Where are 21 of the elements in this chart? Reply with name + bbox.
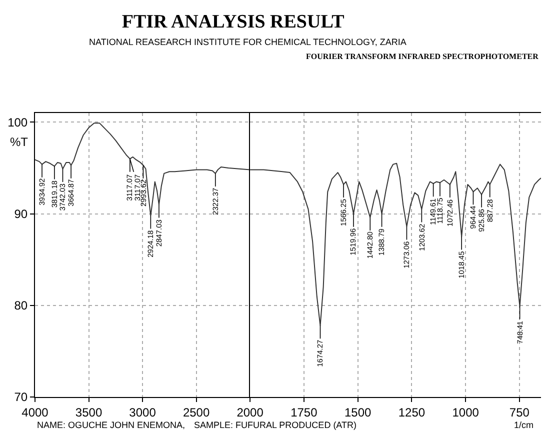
y-tick-label: 70 xyxy=(14,390,28,404)
x-tick-label: 2500 xyxy=(182,405,210,420)
text: FOURIER TRANSFORM INFRARED SPECTROPHOTOMETER xyxy=(306,52,539,61)
x-tick-label: 3500 xyxy=(75,405,102,420)
x-tick-label: 2000 xyxy=(236,405,264,420)
text: SAMPLE: FUFURAL PRODUCED (ATR) xyxy=(194,420,357,430)
chart-title: FTIR ANALYSIS RESULT xyxy=(122,11,345,32)
text: NAME: OGUCHE JOHN ENEMONA, xyxy=(37,420,186,430)
x-tick-label: 3000 xyxy=(129,405,156,420)
x-axis-title: 1/cm xyxy=(514,420,534,430)
x-tick-label: 1500 xyxy=(344,405,372,420)
x-tick-label: 1250 xyxy=(398,405,426,420)
y-tick-label: 90 xyxy=(14,206,28,221)
y-tick-label: 80 xyxy=(14,298,28,313)
y-axis-title: %T xyxy=(10,135,29,149)
x-tick-label: 4000 xyxy=(22,405,49,420)
y-tick-label: 100 xyxy=(8,115,28,130)
chart-subtitle: NATIONAL REASEARCH INSTITUTE FOR CHEMICAL TECHNOLOGY, ZARIA xyxy=(89,37,406,47)
x-tick-label: 750 xyxy=(509,405,530,420)
x-tick-label: 1000 xyxy=(452,405,480,420)
x-tick-label: 1750 xyxy=(290,405,318,420)
